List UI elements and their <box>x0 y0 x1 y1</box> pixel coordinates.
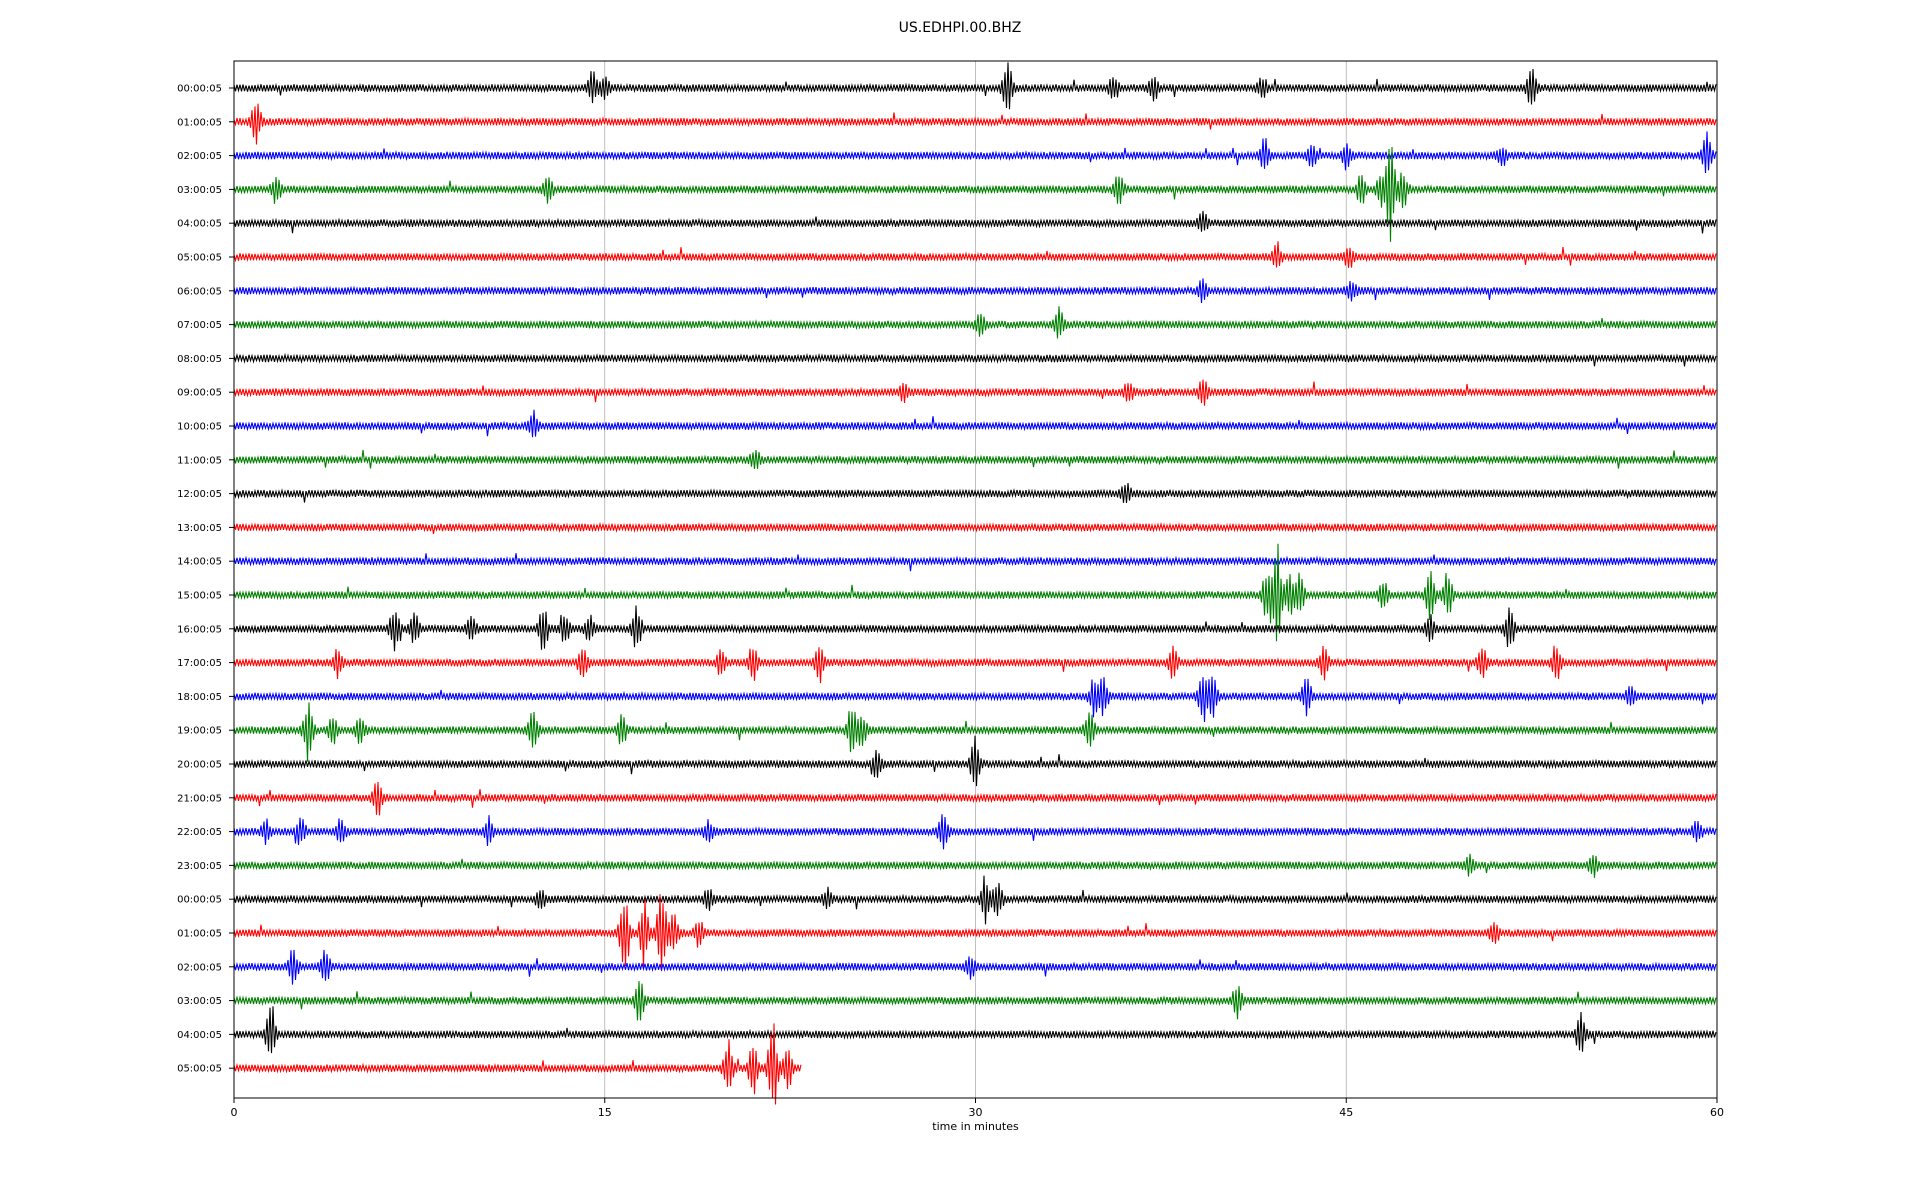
y-tick-labels: 00:00:05 01:00:05 02:00:05 03:00:05 04:00:05… <box>177 84 234 1075</box>
trace-line <box>233 875 1717 925</box>
trace-line <box>233 1006 1717 1054</box>
y-tick-label: 04:00:05 <box>177 219 222 230</box>
trace-line <box>233 553 1717 572</box>
y-tick-label: 04:00:05 <box>177 1030 222 1041</box>
trace-line <box>233 146 1717 242</box>
x-tick-label: 45 <box>1339 1106 1353 1119</box>
x-tick-label: 0 <box>231 1106 238 1119</box>
y-tick-label: 22:00:05 <box>177 827 222 838</box>
y-tick-label: 02:00:05 <box>177 962 222 973</box>
trace-line <box>233 352 1717 367</box>
y-tick-label: 06:00:05 <box>177 286 222 297</box>
y-tick-label: 08:00:05 <box>177 354 222 365</box>
trace-line <box>233 702 1717 762</box>
y-tick-label: 17:00:05 <box>177 658 222 669</box>
trace-line <box>233 543 1717 642</box>
trace-line <box>233 409 1717 438</box>
grid-lines <box>604 61 1347 1098</box>
y-tick-label: 10:00:05 <box>177 422 222 433</box>
trace-line <box>233 814 1717 850</box>
y-tick-label: 12:00:05 <box>177 489 222 500</box>
trace-line <box>233 521 1717 534</box>
trace-line <box>233 735 1717 787</box>
y-tick-label: 16:00:05 <box>177 624 222 635</box>
trace-line <box>233 62 1717 110</box>
y-tick-label: 20:00:05 <box>177 760 222 771</box>
y-tick-label: 09:00:05 <box>177 388 222 399</box>
trace-line <box>233 949 1717 985</box>
x-ticks: 0 15 30 45 60 <box>231 1098 1724 1119</box>
y-tick-label: 23:00:05 <box>177 861 222 872</box>
trace-line <box>233 483 1717 504</box>
trace-line <box>233 853 1717 878</box>
trace-line <box>233 894 1717 972</box>
y-tick-label: 07:00:05 <box>177 320 222 331</box>
trace-group <box>233 62 1717 1105</box>
trace-line <box>233 131 1717 174</box>
x-axis-label: time in minutes <box>932 1120 1019 1133</box>
trace-line <box>233 306 1717 339</box>
trace-line <box>233 645 1717 684</box>
y-tick-label: 18:00:05 <box>177 692 222 703</box>
x-tick-label: 15 <box>598 1106 612 1119</box>
y-tick-label: 02:00:05 <box>177 151 222 162</box>
trace-line <box>233 241 1717 268</box>
trace-line <box>233 781 1717 816</box>
y-tick-label: 15:00:05 <box>177 591 222 602</box>
trace-line <box>233 278 1717 304</box>
chart-title: US.EDHPI.00.BHZ <box>898 20 1022 36</box>
y-tick-label: 19:00:05 <box>177 726 222 737</box>
x-tick-label: 30 <box>969 1106 983 1119</box>
x-tick-label: 60 <box>1710 1106 1724 1119</box>
y-tick-label: 01:00:05 <box>177 117 222 128</box>
trace-line <box>233 103 1717 145</box>
trace-line <box>233 379 1717 406</box>
y-tick-label: 11:00:05 <box>177 455 222 466</box>
trace-line <box>233 676 1717 723</box>
trace-line <box>233 449 1717 470</box>
trace-line <box>233 1023 802 1105</box>
y-tick-label: 00:00:05 <box>177 84 222 95</box>
y-tick-label: 21:00:05 <box>177 793 222 804</box>
y-tick-label: 00:00:05 <box>177 895 222 906</box>
y-tick-label: 01:00:05 <box>177 929 222 940</box>
y-tick-label: 05:00:05 <box>177 1064 222 1075</box>
trace-line <box>233 981 1717 1021</box>
trace-line <box>233 210 1717 234</box>
y-tick-label: 13:00:05 <box>177 523 222 534</box>
y-tick-label: 03:00:05 <box>177 996 222 1007</box>
y-tick-label: 14:00:05 <box>177 557 222 568</box>
trace-line <box>233 605 1717 652</box>
y-tick-label: 05:00:05 <box>177 253 222 264</box>
y-tick-label: 03:00:05 <box>177 185 222 196</box>
